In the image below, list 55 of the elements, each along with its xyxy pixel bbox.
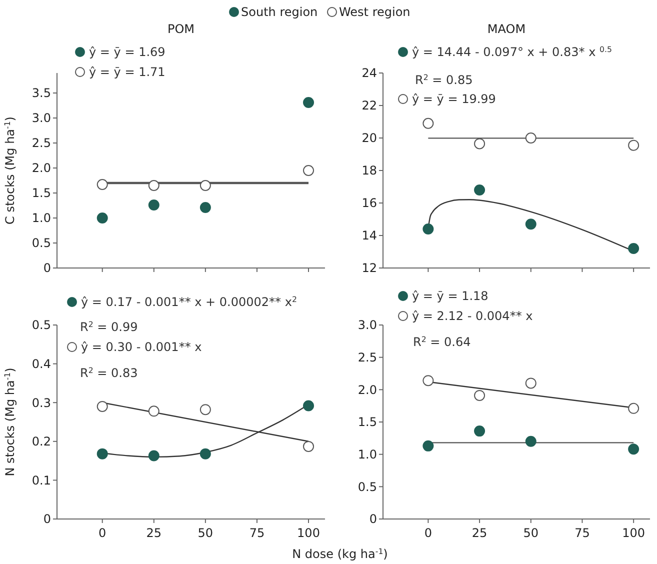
y-tick-label: 18 (362, 164, 377, 178)
y-tick-label: 0 (43, 261, 51, 276)
y-tick-label: 20 (362, 131, 377, 146)
legend-label: South region (241, 5, 318, 19)
y-tick-label: 3.0 (358, 318, 377, 332)
y-tick-label: 12 (362, 261, 377, 276)
annotation: R$^{2}$ = 0.64 (413, 334, 471, 349)
y-tick-label: 2.5 (358, 350, 377, 365)
annotation: R$^{2}$ = 0.83 (80, 366, 138, 380)
y-tick-label: 2.5 (32, 136, 51, 150)
legend-label: West region (339, 5, 410, 19)
annotation: ŷ = ȳ = 19.99 (412, 92, 496, 106)
text: ŷ = 2.12 - 0.004** x (412, 309, 533, 323)
annotation: R$^{2}$ = 0.99 (80, 320, 138, 334)
x-axis-title: N dose (kg ha$^{-1}$) (292, 546, 388, 561)
y-tick-label: 1.5 (32, 186, 51, 200)
y-tick-label: 3.5 (32, 86, 51, 100)
x-tick-label: 75 (574, 526, 590, 540)
y-tick-label: 1.5 (358, 415, 377, 430)
text: ŷ = ȳ = 1.18 (412, 289, 488, 303)
annotation: R$^{2}$ = 0.85 (415, 72, 473, 87)
text: ŷ = 14.44 - 0.097° x + 0.83* x $^{0.5}$ (412, 44, 612, 59)
x-tick-label: 0 (424, 526, 432, 540)
x-tick-label: 50 (198, 526, 214, 540)
y-tick-label: 24 (362, 66, 377, 80)
y-tick-label: 0.5 (32, 318, 51, 332)
y-tick-label: 14 (362, 228, 377, 243)
y-tick-label: 2.0 (358, 382, 377, 397)
y-tick-label: 0.2 (32, 434, 51, 449)
x-tick-label: 25 (472, 526, 488, 540)
y-tick-label: 0.4 (32, 357, 51, 371)
y-tick-label: 0.5 (32, 236, 51, 250)
y-tick-label: 16 (362, 196, 377, 210)
y-tick-label: 0.1 (32, 473, 51, 488)
chart-title: POM (167, 22, 195, 36)
x-tick-label: 25 (146, 526, 162, 540)
y-tick-label: 1.0 (32, 211, 51, 226)
x-tick-label: 0 (98, 526, 106, 540)
x-tick-label: 100 (297, 526, 320, 540)
chart-title: MAOM (487, 22, 526, 36)
annotation: ŷ = 0.30 - 0.001** x (81, 340, 202, 354)
y-tick-label: 1.0 (358, 448, 377, 462)
y-tick-label: 3.0 (32, 111, 51, 126)
y-tick-label: 2.0 (32, 161, 51, 176)
y-tick-label: 0.3 (32, 396, 51, 410)
y-tick-label: 0.5 (358, 480, 377, 494)
text: ŷ = ȳ = 1.69 (89, 45, 166, 59)
y-tick-label: 0 (369, 512, 377, 526)
x-tick-label: 100 (622, 526, 646, 540)
x-tick-label: 75 (249, 526, 265, 540)
text: ŷ = 0.17 - 0.001** x + 0.00002** x$^{2}$ (81, 294, 297, 309)
annotation: ŷ = ȳ = 1.71 (89, 65, 166, 79)
y-tick-label: 22 (362, 98, 377, 113)
y-tick-label: 0 (43, 512, 51, 526)
x-tick-label: 50 (523, 526, 539, 540)
